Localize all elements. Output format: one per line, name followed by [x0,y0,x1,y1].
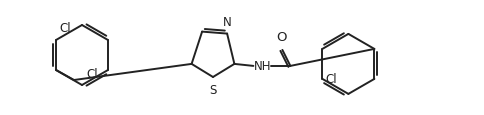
Text: NH: NH [254,60,271,73]
Text: N: N [223,15,231,28]
Text: S: S [209,83,217,96]
Text: O: O [276,31,287,43]
Text: Cl: Cl [59,22,71,35]
Text: Cl: Cl [86,68,98,81]
Text: Cl: Cl [325,73,337,86]
